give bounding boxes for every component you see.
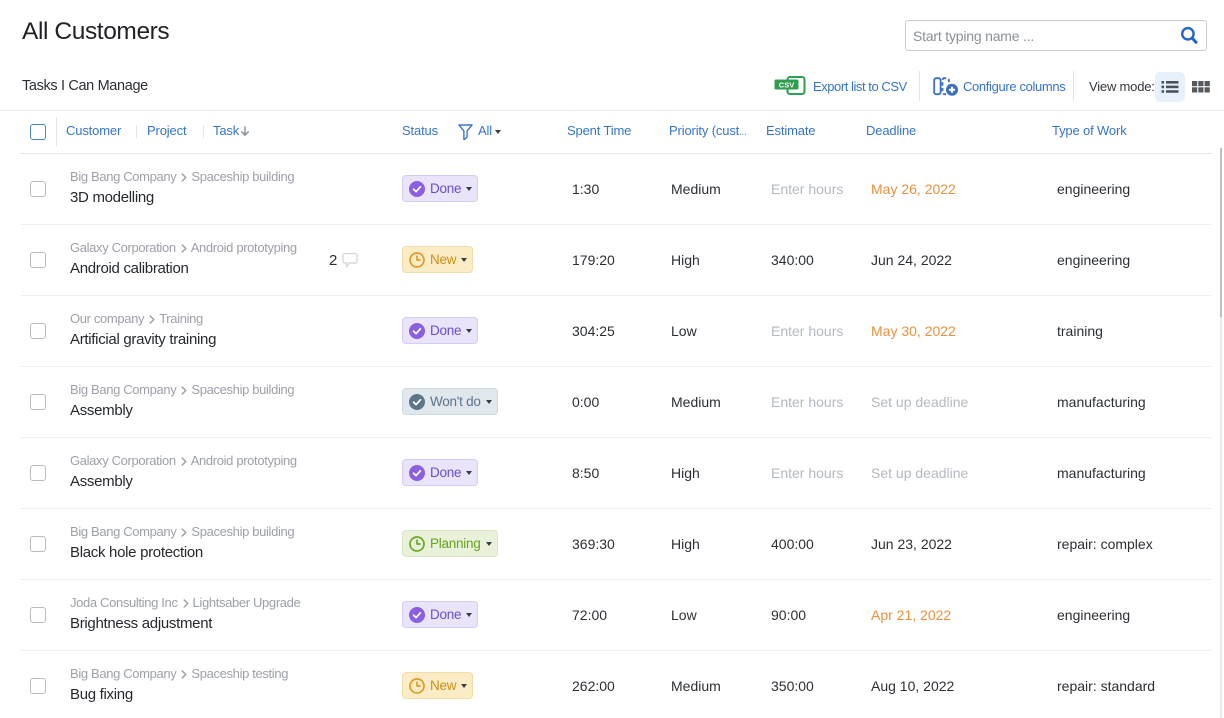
svg-text:CSV: CSV [779, 80, 794, 89]
